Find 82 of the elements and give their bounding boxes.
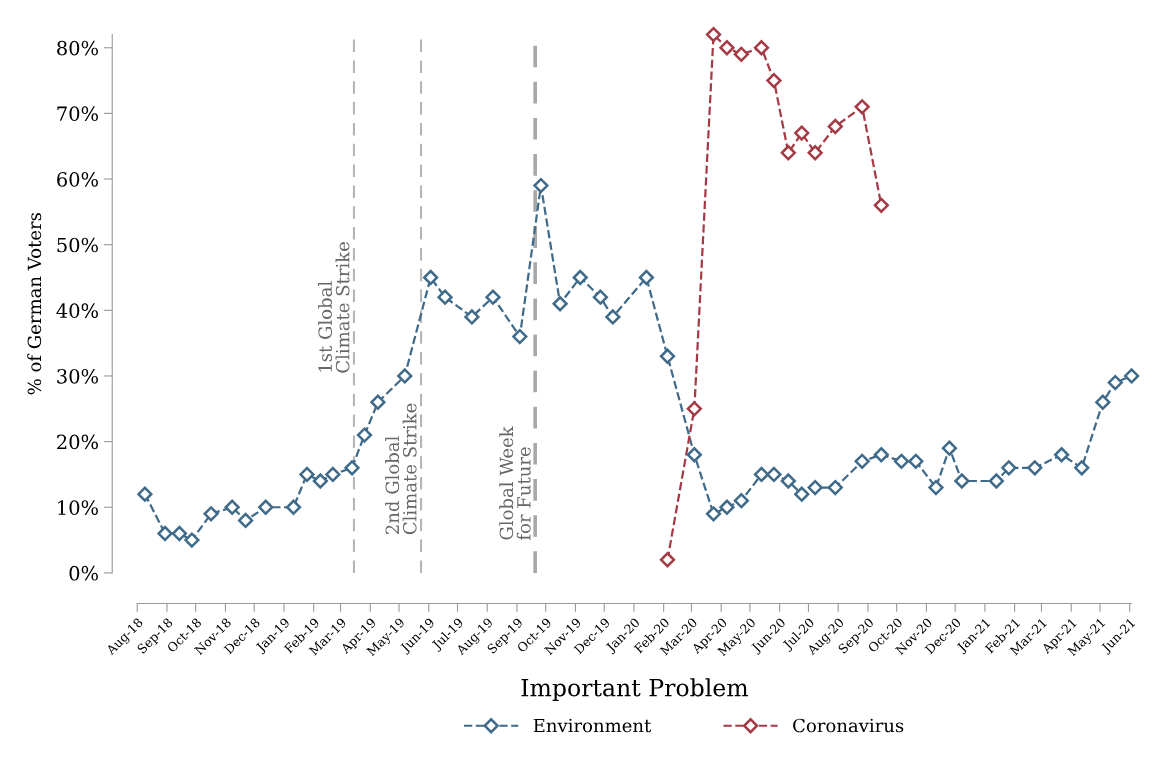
point [807,145,823,161]
point [733,46,749,62]
point [312,473,329,489]
point [552,296,568,312]
legend-label: Coronavirus [793,718,904,733]
point [572,269,588,286]
point [533,177,549,194]
point [1001,460,1017,476]
point [397,368,413,384]
ref-line-label: 1st Global Climate Strike [318,242,350,373]
ref-line-label: 2nd Global Climate Strike [385,403,417,535]
y-tick-label: 50% [57,237,98,253]
point [766,466,782,483]
point [157,525,173,542]
point [1074,460,1090,476]
y-tick-label: 0% [69,565,98,581]
point [1095,394,1111,410]
y-tick-label: 70% [57,106,98,122]
point [370,394,386,410]
point [827,479,843,496]
point [464,309,480,325]
point [258,499,274,515]
point [1123,368,1140,384]
point [854,453,870,469]
point [827,118,843,135]
point [171,525,188,542]
point [485,289,501,305]
point [285,499,302,515]
y-axis-title: % of German Voters [27,213,42,395]
ref-line-label: Global Week for Future [499,426,531,540]
point [299,466,315,483]
y-tick-label: 40% [56,303,98,318]
point [344,460,360,476]
point [224,499,240,515]
y-tick-label: 30% [57,368,98,384]
point [941,440,958,456]
point [954,473,970,489]
point [794,125,810,141]
point [719,499,735,515]
point [137,486,153,502]
point [512,328,528,345]
point [794,486,810,502]
point [908,453,924,469]
legend-label: Environment [533,718,652,733]
point [1053,447,1070,463]
point [659,552,676,568]
point [988,473,1005,489]
point [873,447,889,463]
point [766,72,782,89]
point [753,466,770,483]
y-tick-label: 20% [57,434,98,450]
point [237,512,254,529]
point [423,269,439,286]
point [1027,460,1043,476]
point [437,289,453,305]
x-axis-title: Important Problem [521,678,749,702]
point [325,466,341,483]
point [356,427,373,443]
y-tick-label: 60% [57,171,98,187]
point [854,99,870,115]
point [780,473,796,489]
point [686,401,702,417]
point [873,197,889,213]
point [686,447,702,463]
y-tick-label: 80% [57,40,98,56]
point [184,532,200,548]
point [780,145,796,161]
point [638,269,655,286]
point [605,309,621,325]
point [719,40,735,56]
point [1107,374,1123,391]
point [753,40,770,56]
point [203,506,219,522]
point [592,289,609,305]
point [659,348,676,364]
y-tick-label: 10% [58,500,98,515]
point [807,479,823,496]
point [893,453,910,469]
point [705,26,722,43]
point [705,506,722,522]
point [928,479,944,496]
point [733,493,749,509]
